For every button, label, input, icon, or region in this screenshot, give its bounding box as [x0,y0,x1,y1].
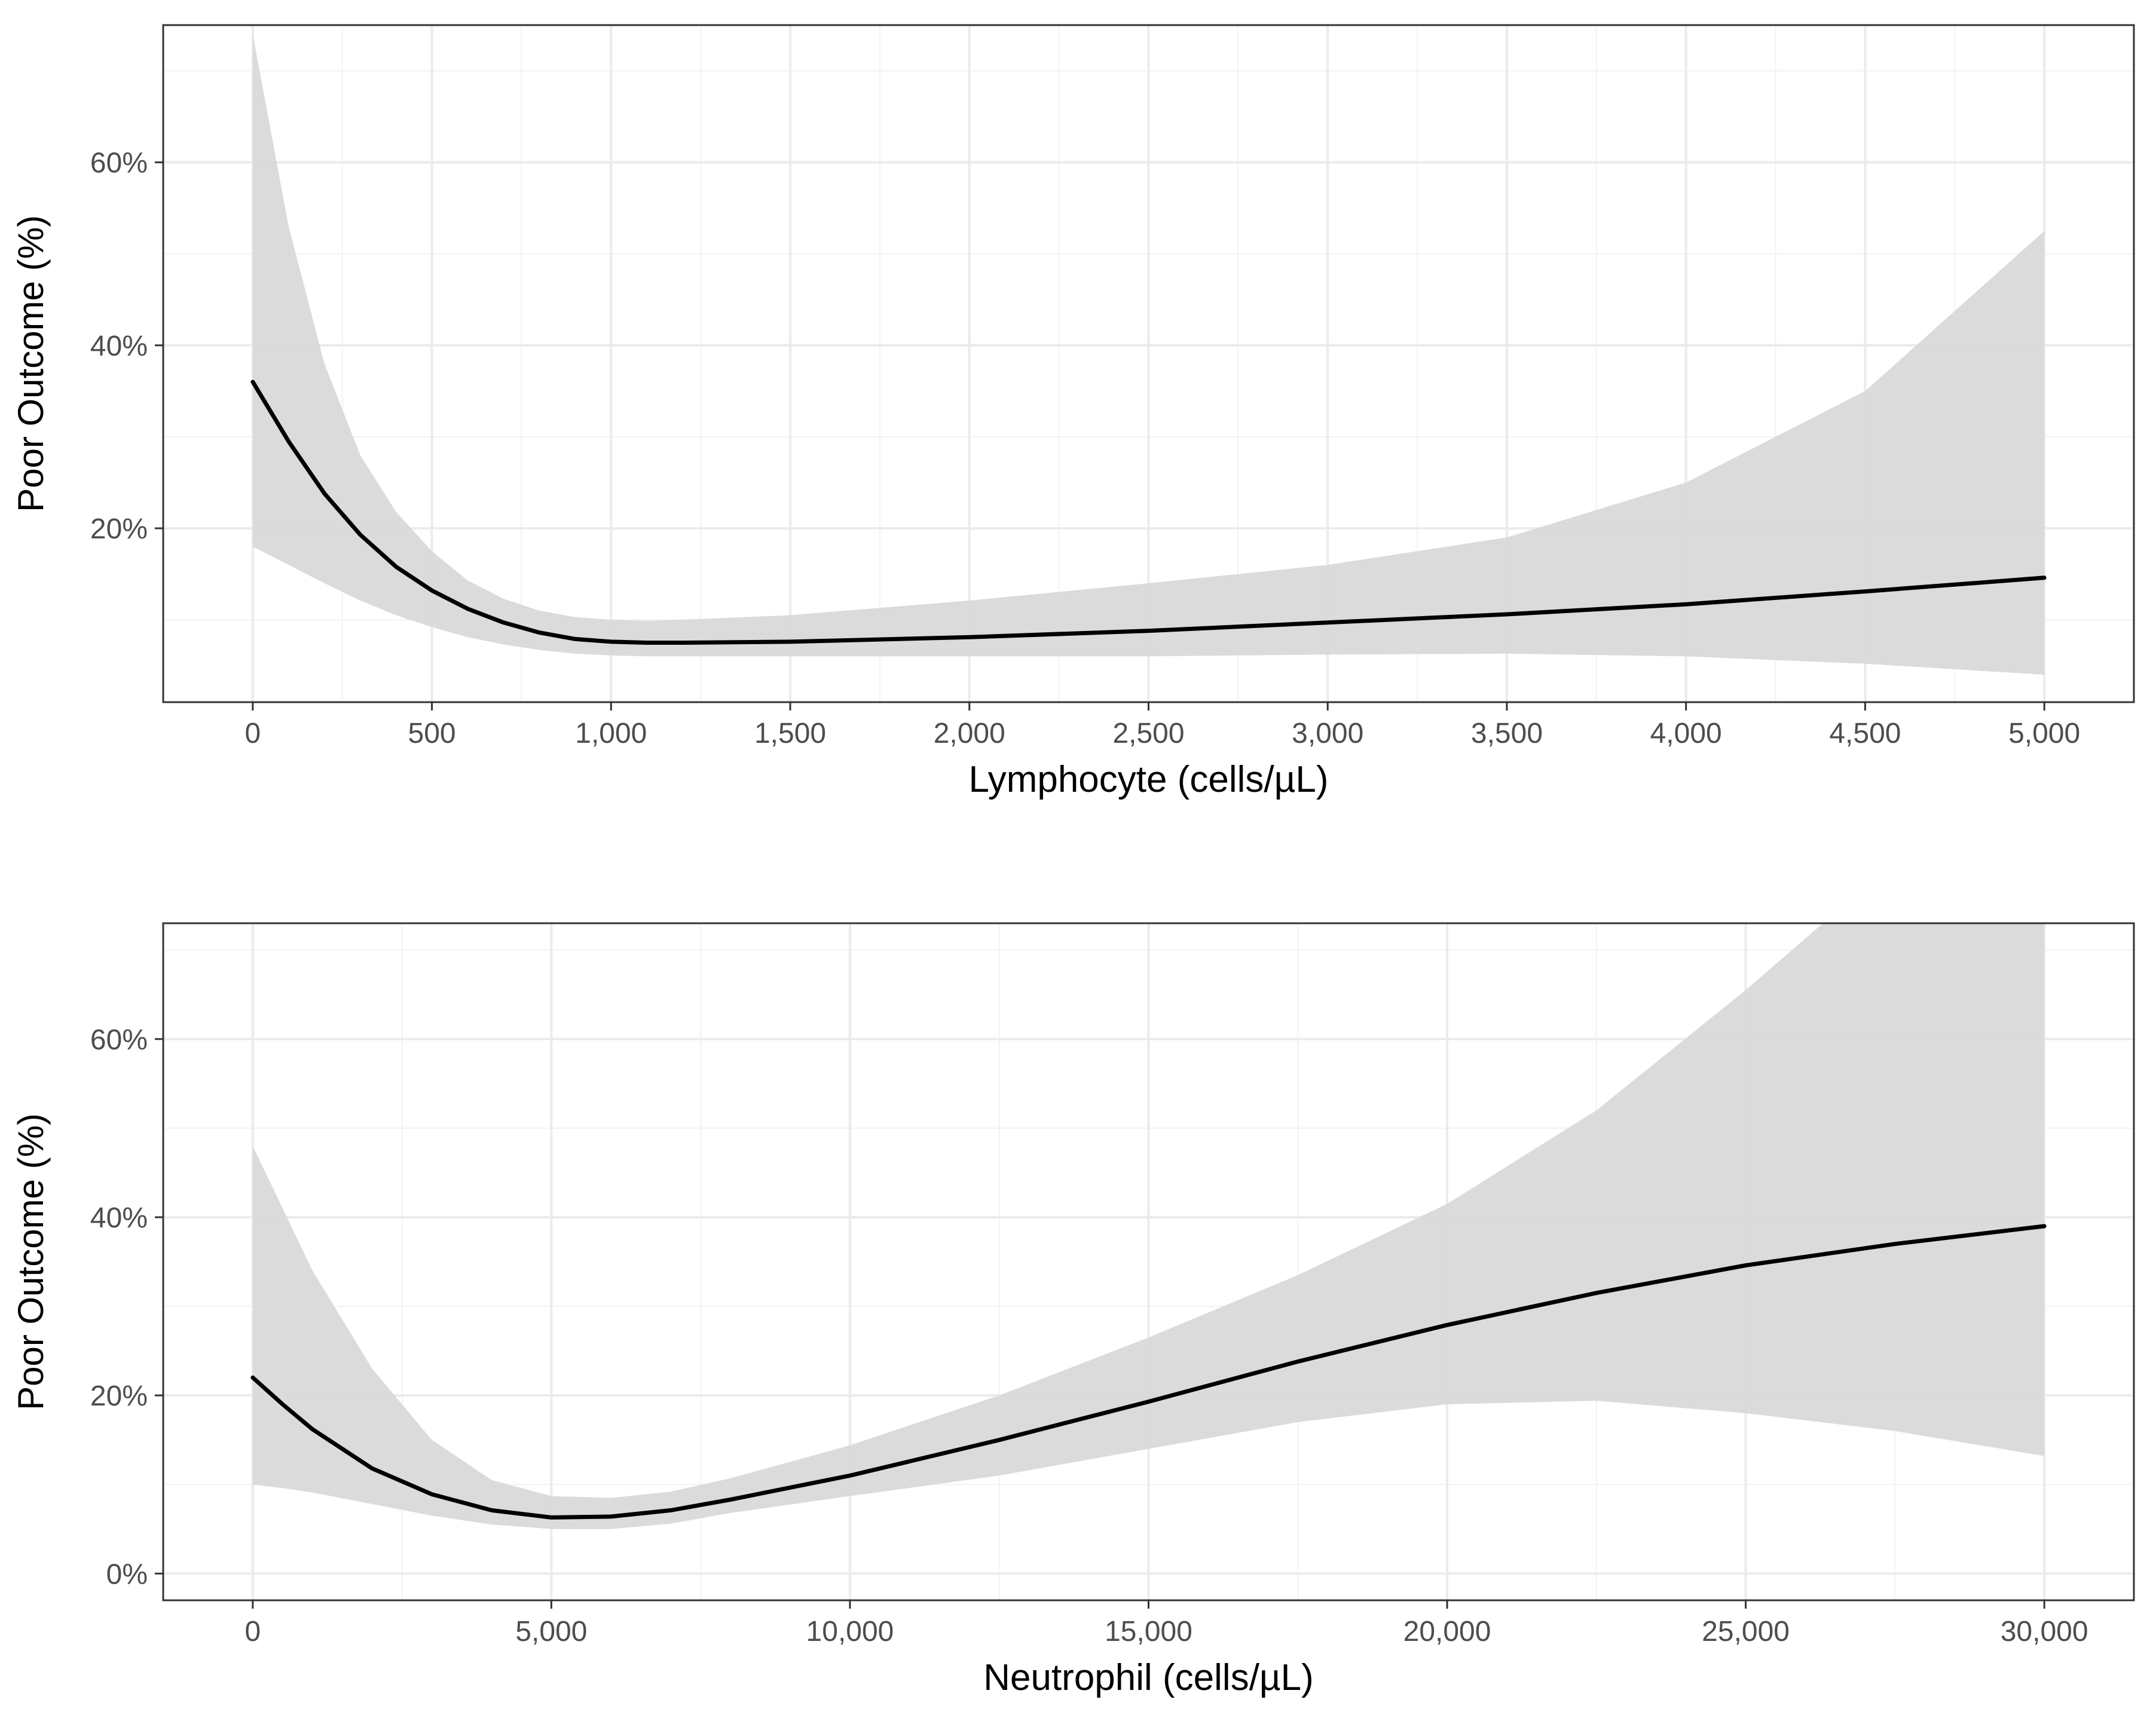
y-tick-label: 60% [90,148,148,179]
x-axis-title: Neutrophil (cells/µL) [983,1657,1314,1698]
y-tick-label: 60% [90,1024,148,1056]
x-tick-label: 1,000 [575,718,647,749]
x-tick-label: 3,000 [1292,718,1363,749]
x-tick-label: 4,000 [1650,718,1722,749]
y-tick-label: 40% [90,330,148,362]
x-tick-label: 10,000 [806,1616,894,1647]
neutrophil-chart-panel: 0 5,000 10,000 15,000 20,000 25,000 30,000 0% 20… [11,922,2135,1698]
x-tick-label: 15,000 [1105,1616,1192,1647]
x-tick-label: 2,000 [934,718,1005,749]
x-tick-label: 25,000 [1702,1616,1790,1647]
plot-marks [250,923,2047,1529]
x-axis-title: Lymphocyte (cells/µL) [969,759,1329,800]
y-axis-title: Poor Outcome (%) [11,1113,51,1410]
x-tick-label: 5,000 [2008,718,2080,749]
fitted-line [250,1224,2047,1520]
confidence-band [252,34,2045,675]
confidence-band [252,923,2045,1529]
x-tick-label: 0 [245,718,261,749]
x-tick-label: 20,000 [1403,1616,1491,1647]
y-tick-label: 20% [90,1380,148,1412]
y-tick-label: 40% [90,1202,148,1234]
y-tick-label: 20% [90,513,148,545]
x-tick-label: 500 [408,718,456,749]
x-tick-label: 3,500 [1471,718,1543,749]
y-axis-title: Poor Outcome (%) [11,215,51,512]
lymphocyte-chart-panel: 0 500 1,000 1,500 2,000 2,500 3,000 3,500 4,000 4… [11,24,2135,800]
y-tick-label: 0% [106,1558,148,1590]
x-tick-label: 2,500 [1112,718,1184,749]
plot-marks [250,34,2047,675]
x-tick-label: 30,000 [2001,1616,2088,1647]
x-tick-label: 0 [245,1616,261,1647]
fitted-line [250,379,2047,645]
x-tick-label: 5,000 [515,1616,587,1647]
x-tick-label: 1,500 [754,718,826,749]
x-tick-label: 4,500 [1829,718,1901,749]
